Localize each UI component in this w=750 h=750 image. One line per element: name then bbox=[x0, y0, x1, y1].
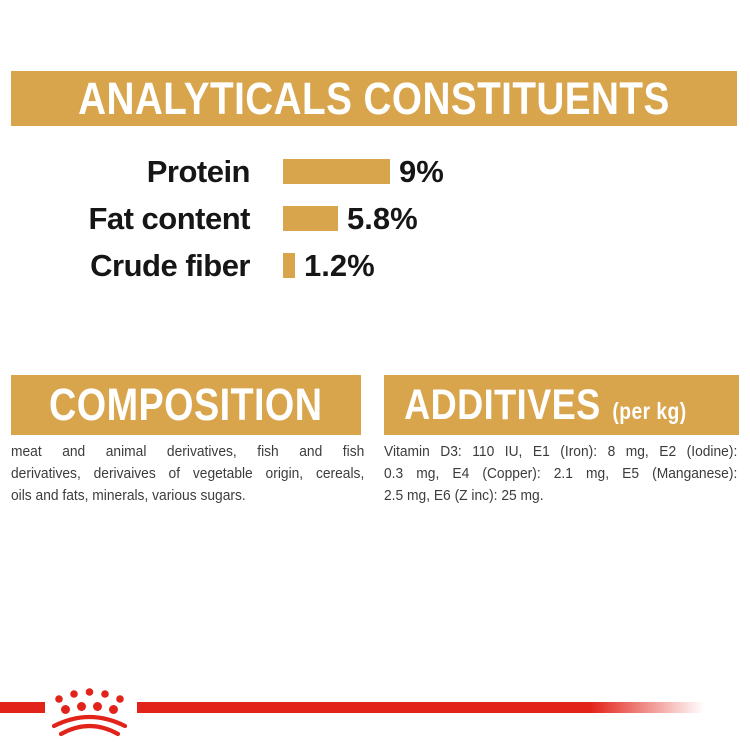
composition-title: COMPOSITION bbox=[49, 379, 323, 430]
additives-header-banner: ADDITIVES (per kg) bbox=[384, 375, 739, 435]
royal-canin-crown-icon bbox=[51, 688, 128, 737]
nutrient-bar bbox=[283, 253, 295, 278]
nutrient-value: 9% bbox=[399, 153, 444, 189]
nutrient-bar bbox=[283, 206, 338, 231]
nutrient-value: 1.2% bbox=[304, 247, 375, 283]
nutrient-row-fiber: Crude fiber 1.2% bbox=[0, 242, 520, 289]
analyticals-title: ANALYTICALS CONSTITUENTS bbox=[78, 72, 670, 124]
nutrient-value: 5.8% bbox=[347, 200, 418, 236]
composition-text: meat and animal derivatives, fish and fi… bbox=[11, 441, 364, 507]
nutrient-label: Protein bbox=[146, 153, 251, 189]
additives-line: Vitamin D3: 110 IU, E1 (Iron): 8 mg, E2 … bbox=[384, 443, 738, 460]
additives-title: ADDITIVES bbox=[404, 380, 601, 429]
additives-title-suffix: (per kg) bbox=[612, 397, 687, 424]
composition-line: meat and animal derivatives, fish and fi… bbox=[11, 443, 365, 460]
additives-line: 2.5 mg, E6 (Z inc): 25 mg. bbox=[384, 487, 544, 504]
nutrient-bar-chart: Protein 9% Fat content 5.8% Crude fiber … bbox=[0, 148, 520, 289]
nutrient-label: Crude fiber bbox=[90, 247, 250, 283]
composition-line: oils and fats, minerals, various sugars. bbox=[11, 487, 246, 504]
analyticals-header-banner: ANALYTICALS CONSTITUENTS bbox=[11, 71, 737, 126]
additives-title-line: ADDITIVES (per kg) bbox=[384, 381, 687, 430]
divider-line-right bbox=[137, 702, 704, 713]
nutrient-row-protein: Protein 9% bbox=[0, 148, 520, 195]
nutrient-label: Fat content bbox=[88, 200, 250, 236]
additives-line: 0.3 mg, E4 (Copper): 2.1 mg, E5 (Mangane… bbox=[384, 465, 738, 482]
composition-header-banner: COMPOSITION bbox=[11, 375, 361, 435]
divider-line-left bbox=[0, 702, 45, 713]
nutrient-bar bbox=[283, 159, 390, 184]
nutrient-row-fat: Fat content 5.8% bbox=[0, 195, 520, 242]
composition-line: derivatives, derivaives of vegetable ori… bbox=[11, 465, 365, 482]
additives-text: Vitamin D3: 110 IU, E1 (Iron): 8 mg, E2 … bbox=[384, 441, 737, 507]
